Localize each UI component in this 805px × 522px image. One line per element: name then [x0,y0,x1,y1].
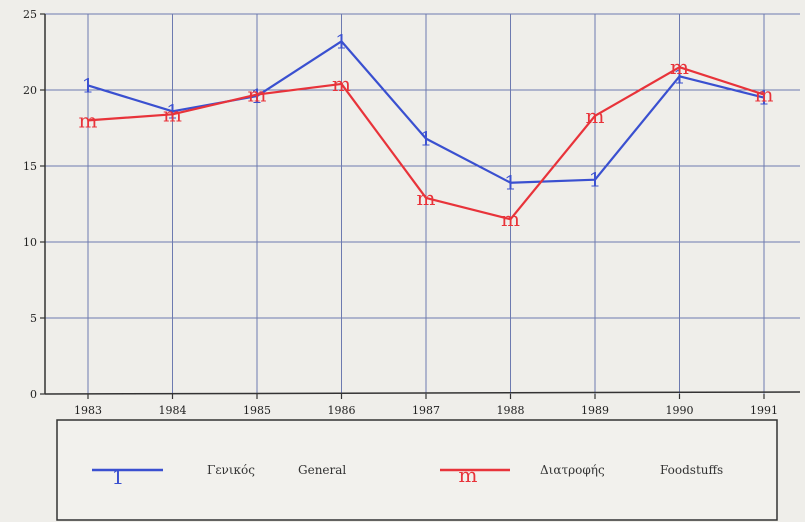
data-point-foodstuffs: m [248,83,267,107]
y-tick-label: 20 [23,84,37,97]
data-point-general: 1 [673,64,686,88]
data-point-general: 1 [82,73,95,97]
y-tick-label: 15 [23,160,37,173]
legend-box [56,419,778,521]
x-tick-label: 1987 [412,404,440,417]
legend-general-label-en: General [298,463,346,477]
data-point-general: 1 [420,127,433,151]
data-point-foodstuffs: m [163,102,182,126]
data-point-foodstuffs: m [586,104,605,128]
y-tick-label: 5 [30,312,37,325]
x-tick-label: 1990 [666,404,694,417]
legend-general-marker: 1 [112,465,125,489]
data-point-foodstuffs: m [79,108,98,132]
x-tick-label: 1986 [328,404,356,417]
legend-general-label-gr: Γενικός [207,463,255,477]
axes [44,14,801,395]
legend-foodstuffs-label-en: Foodstuffs [660,463,723,477]
x-tick-label: 1989 [581,404,609,417]
data-point-general: 1 [251,84,264,108]
series-lines [87,40,765,221]
series-line-general [87,40,765,184]
data-point-foodstuffs: m [755,83,774,107]
series-line-foodstuffs [87,66,765,221]
x-tick-label: 1985 [243,404,271,417]
x-tick-label: 1991 [750,404,778,417]
x-tick-label: 1984 [159,404,187,417]
x-tick-label: 1983 [74,404,102,417]
x-axis [44,391,801,395]
data-point-general: 1 [166,99,179,123]
legend-foodstuffs-label-gr: Διατροφής [540,463,605,477]
legend: 1 Γενικός General m Διατροφής Foodstuffs [56,419,778,521]
data-point-general: 1 [335,29,348,53]
data-point-general: 1 [589,168,602,192]
y-tick-label: 25 [23,8,37,21]
data-point-foodstuffs: m [501,207,520,231]
y-tick-label: 0 [30,388,37,401]
data-point-foodstuffs: m [670,55,689,79]
data-point-general: 1 [758,86,771,110]
tick-labels: 0 5 10 15 20 25 1983 1984 1985 1986 1987 1988 1989 19… [23,8,778,417]
grid [45,13,800,394]
legend-foodstuffs-marker: m [459,463,478,487]
data-point-foodstuffs: m [417,186,436,210]
data-point-general: 1 [504,171,517,195]
x-tick-label: 1988 [497,404,525,417]
data-point-foodstuffs: m [332,72,351,96]
y-tick-label: 10 [23,236,37,249]
